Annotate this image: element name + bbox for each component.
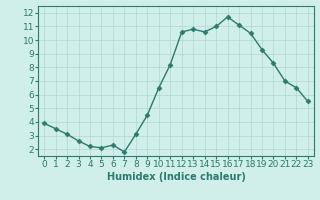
X-axis label: Humidex (Indice chaleur): Humidex (Indice chaleur) (107, 172, 245, 182)
